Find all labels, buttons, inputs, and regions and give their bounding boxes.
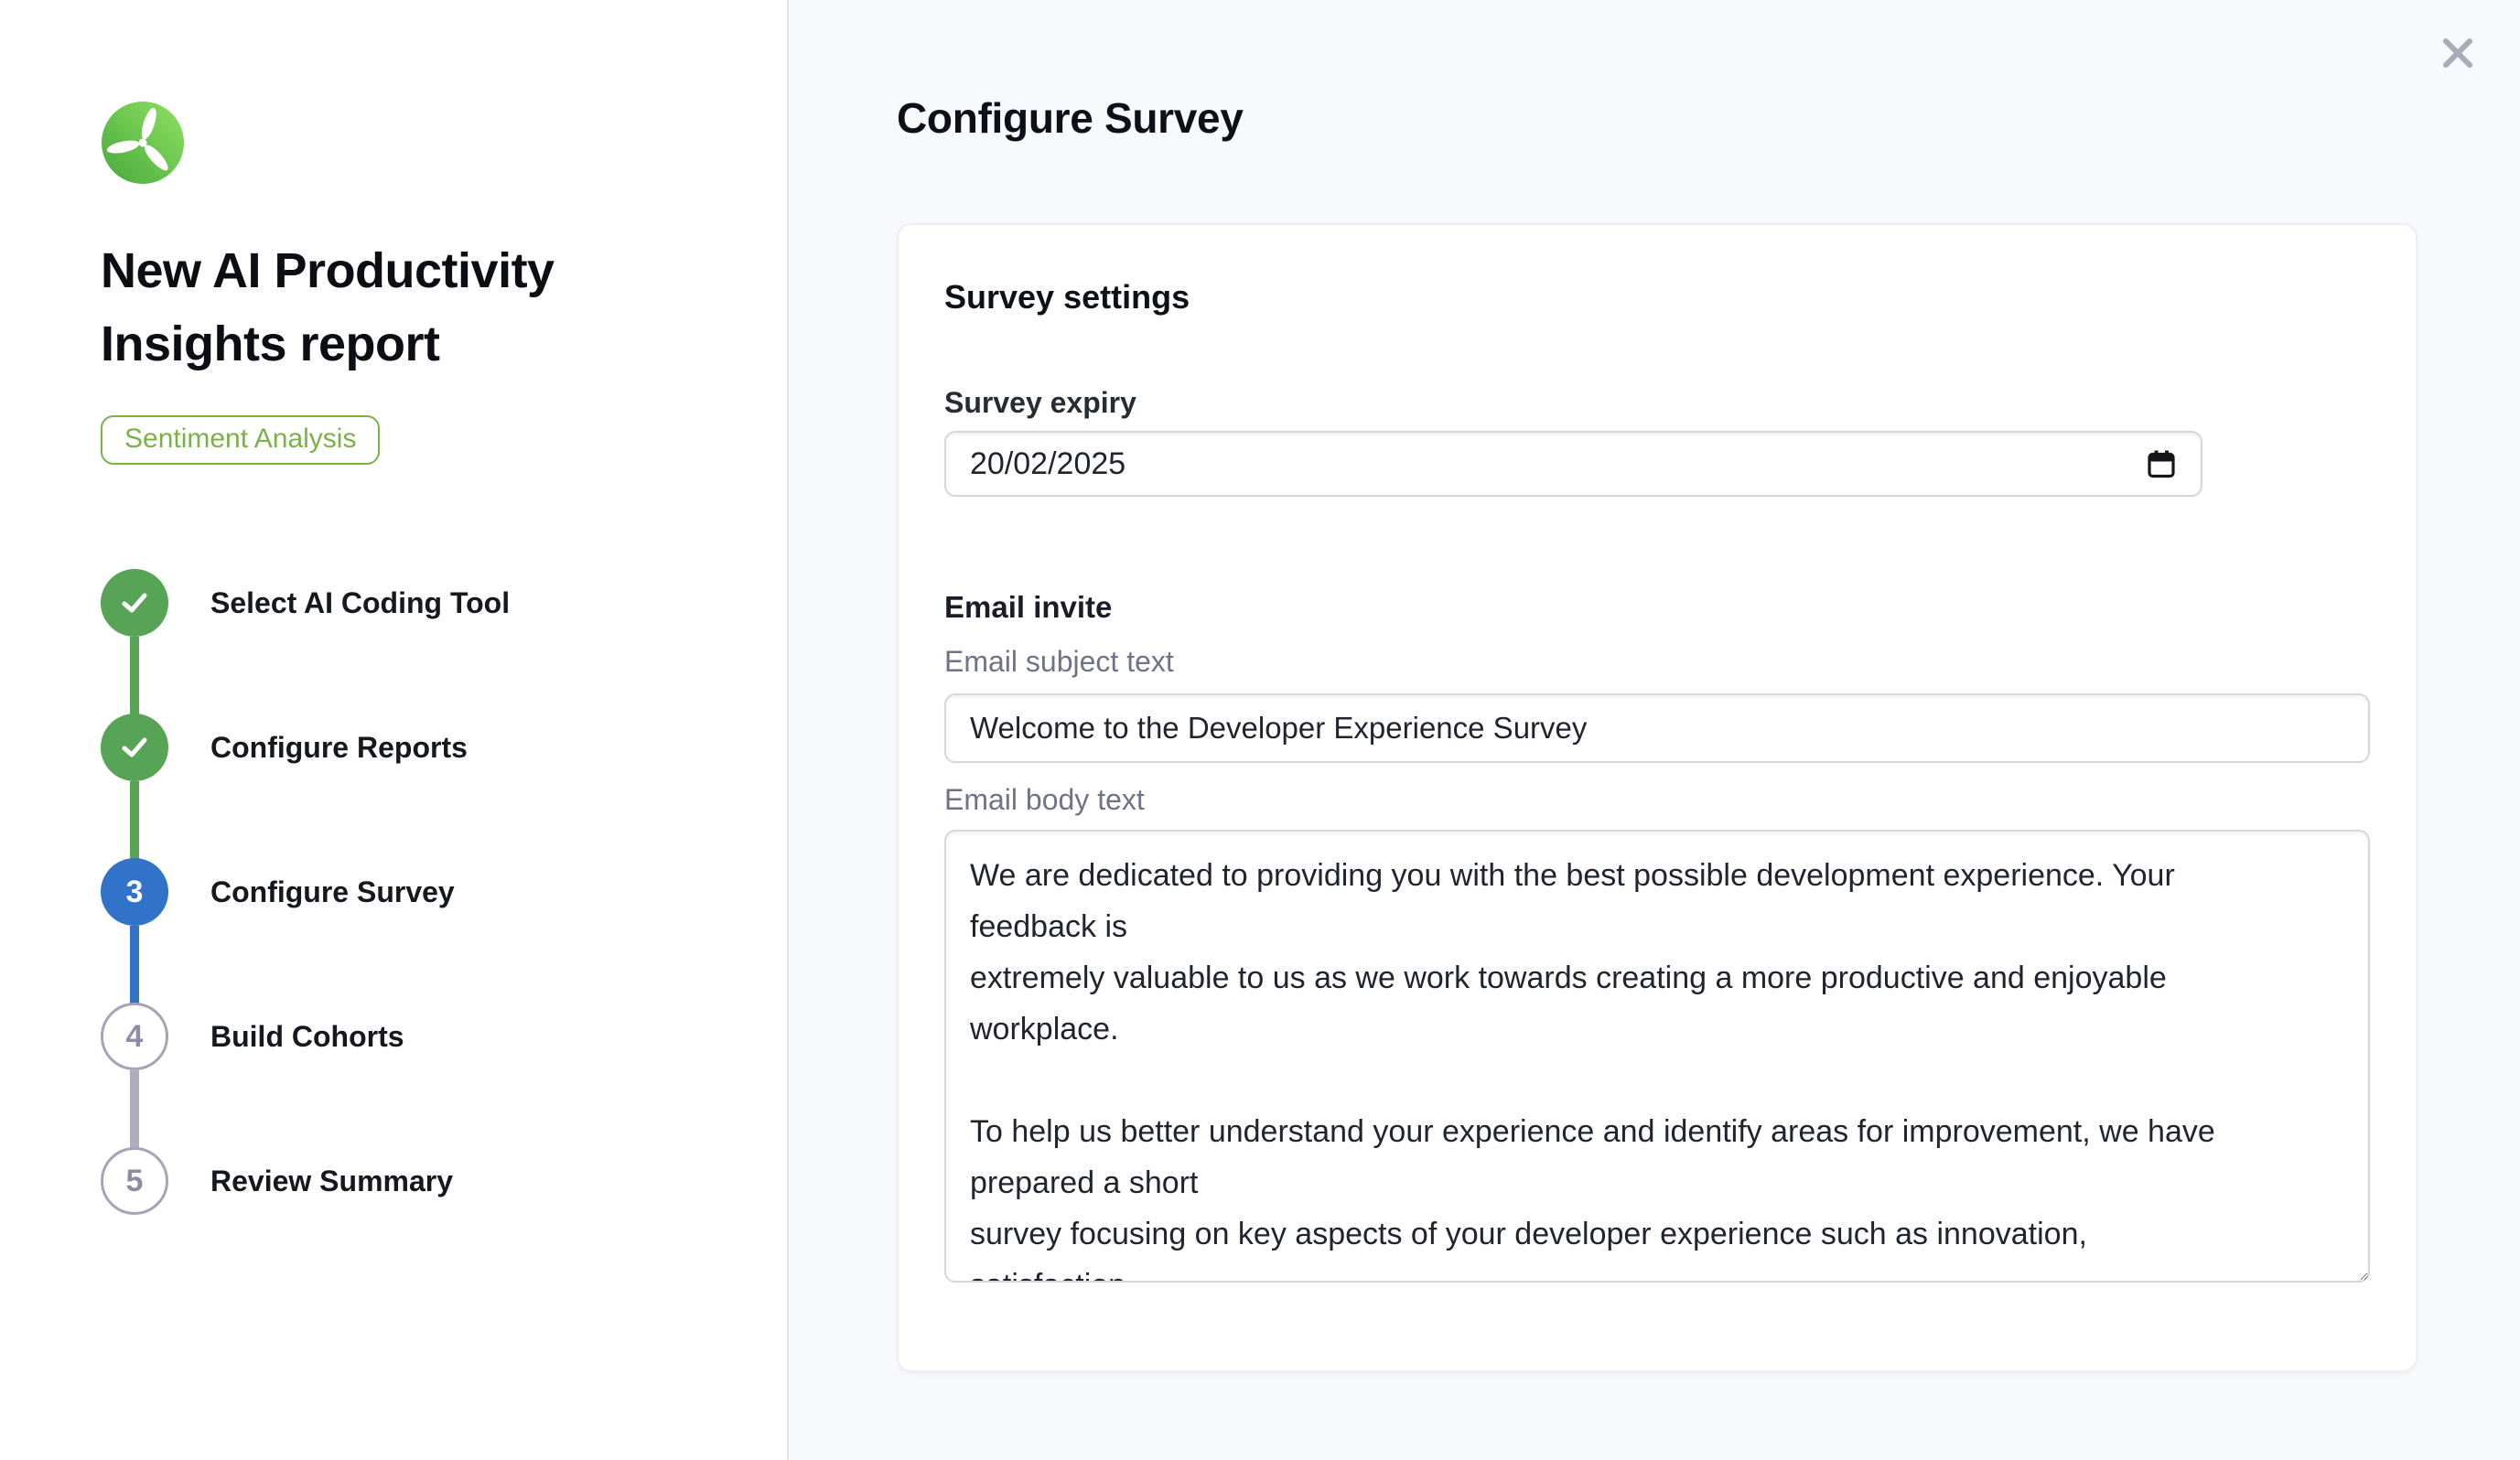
propeller-icon	[102, 102, 184, 184]
step-label: Configure Reports	[210, 730, 468, 764]
report-type-badge: Sentiment Analysis	[101, 415, 381, 465]
step-complete-circle	[101, 714, 168, 781]
close-icon	[2443, 38, 2472, 68]
email-body-label: Email body text	[944, 783, 1145, 816]
email-body-textarea[interactable]: We are dedicated to providing you with t…	[944, 830, 2370, 1283]
stepper-item-review-summary[interactable]: 5 Review Summary	[101, 1147, 732, 1215]
stepper-item-configure-survey[interactable]: 3 Configure Survey	[101, 858, 732, 1004]
wizard-stepper: Select AI Coding Tool Configure Reports …	[101, 569, 732, 1215]
step-number: 3	[125, 874, 144, 909]
survey-settings-card: Survey settings Survey expiry 20/02/2025…	[897, 223, 2418, 1372]
check-icon	[122, 593, 147, 613]
close-button[interactable]	[2436, 31, 2480, 75]
step-upcoming-circle: 4	[101, 1003, 168, 1070]
step-current-circle: 3	[101, 858, 168, 926]
step-label: Review Summary	[210, 1164, 454, 1197]
step-complete-circle	[101, 569, 168, 637]
stepper-item-configure-reports[interactable]: Configure Reports	[101, 714, 732, 860]
stepper-item-build-cohorts[interactable]: 4 Build Cohorts	[101, 1003, 732, 1149]
calendar-icon[interactable]	[2146, 448, 2177, 479]
card-heading: Survey settings	[944, 278, 1190, 316]
step-number: 4	[125, 1018, 144, 1054]
step-number: 5	[125, 1163, 144, 1198]
step-label: Select AI Coding Tool	[210, 585, 511, 619]
survey-expiry-input[interactable]: 20/02/2025	[944, 431, 2202, 497]
sidebar: New AI Productivity Insights report Sent…	[0, 0, 789, 1460]
report-title: New AI Productivity Insights report	[101, 243, 555, 371]
email-invite-heading: Email invite	[944, 590, 1113, 624]
survey-expiry-value: 20/02/2025	[970, 446, 1126, 481]
survey-expiry-label: Survey expiry	[944, 386, 1136, 419]
panel-title: Configure Survey	[897, 94, 1244, 142]
email-subject-input[interactable]	[944, 693, 2370, 763]
step-label: Build Cohorts	[210, 1019, 404, 1053]
step-upcoming-circle: 5	[101, 1147, 168, 1215]
check-icon	[122, 737, 147, 757]
step-label: Configure Survey	[210, 875, 455, 908]
email-subject-label: Email subject text	[944, 645, 1174, 678]
panel-content: Configure Survey Survey settings Survey …	[789, 0, 2520, 1372]
configure-survey-panel: Configure Survey Survey settings Survey …	[789, 0, 2520, 1460]
stepper-item-select-ai-coding-tool[interactable]: Select AI Coding Tool	[101, 569, 732, 715]
